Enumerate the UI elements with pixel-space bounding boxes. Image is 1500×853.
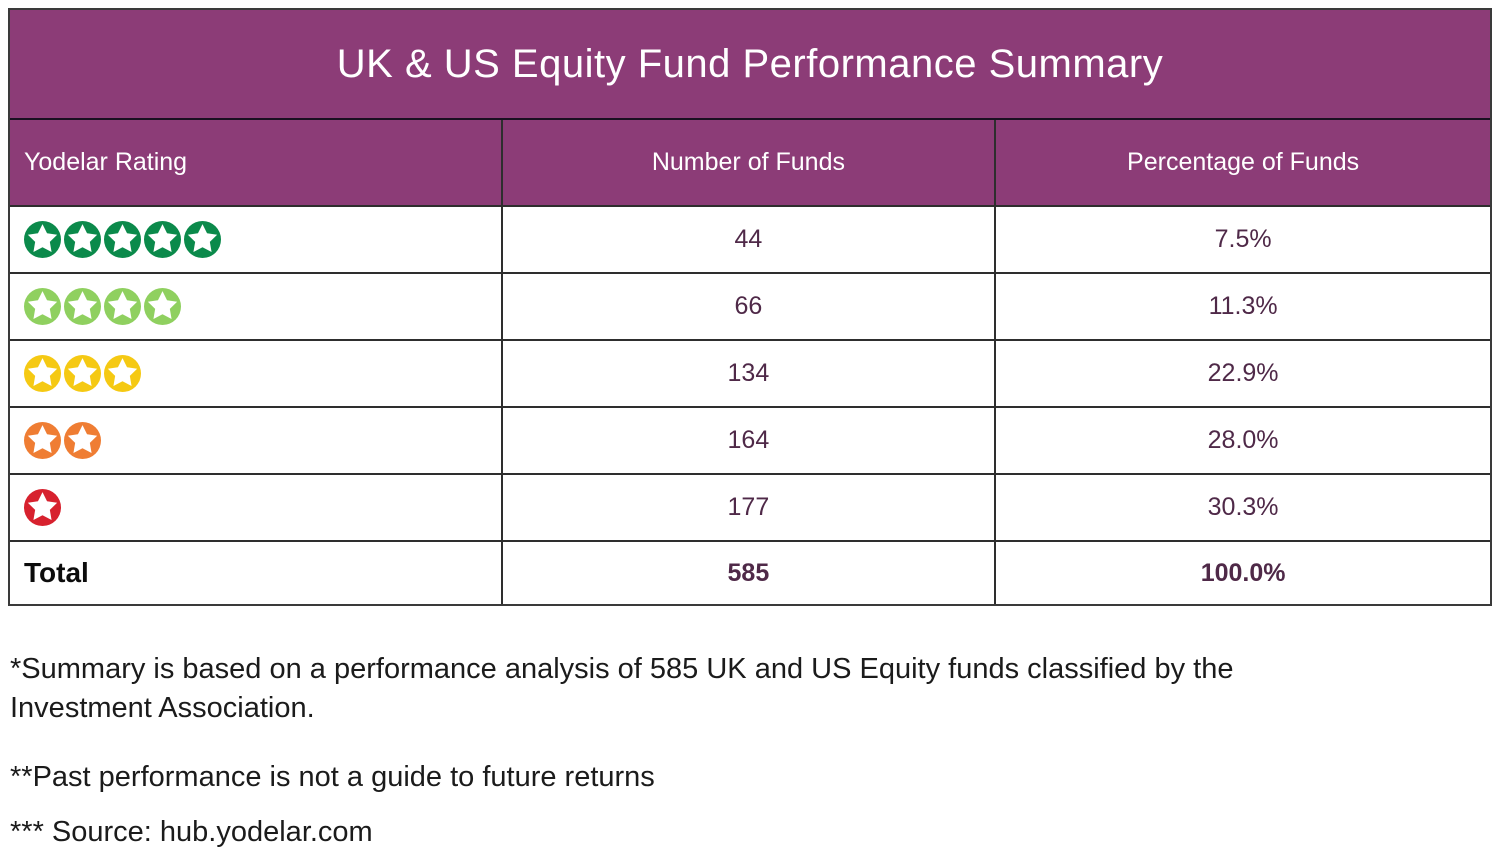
- star-icon: [64, 221, 101, 258]
- funds-count-4-star: 66: [500, 274, 995, 339]
- funds-count-1-star: 177: [500, 475, 995, 540]
- star-icon: [24, 288, 61, 325]
- page: UK & US Equity Fund Performance Summary …: [8, 8, 1492, 848]
- star-icon: [144, 221, 181, 258]
- footnotes: *Summary is based on a performance analy…: [10, 650, 1358, 853]
- star-icon: [144, 288, 181, 325]
- star-icon: [104, 288, 141, 325]
- table-row-3-star: 134 22.9%: [10, 339, 1490, 406]
- star-rating-4: [10, 274, 501, 339]
- star-rating-5: [10, 207, 501, 272]
- star-icon: [24, 422, 61, 459]
- table-row-2-star: 164 28.0%: [10, 406, 1490, 473]
- column-header-yodelar-rating: Yodelar Rating: [24, 148, 188, 176]
- column-header-number-of-funds: Number of Funds: [500, 120, 995, 205]
- star-icon: [104, 221, 141, 258]
- footnote-past-performance: **Past performance is not a guide to fut…: [10, 761, 655, 794]
- star-icon: [24, 489, 61, 526]
- star-icon: [24, 355, 61, 392]
- star-icon: [64, 355, 101, 392]
- performance-summary-table: UK & US Equity Fund Performance Summary …: [8, 8, 1492, 606]
- star-icon: [24, 221, 61, 258]
- table-row-5-star: 44 7.5%: [10, 205, 1490, 272]
- star-rating-2: [10, 408, 501, 473]
- funds-count-2-star: 164: [500, 408, 995, 473]
- table-header-row: Yodelar Rating Number of Funds Percentag…: [10, 118, 1490, 205]
- funds-percentage-4-star: 11.3%: [994, 274, 1490, 339]
- funds-percentage-5-star: 7.5%: [994, 207, 1490, 272]
- funds-count-5-star: 44: [500, 207, 995, 272]
- table-title-bar: UK & US Equity Fund Performance Summary: [10, 10, 1490, 118]
- star-icon: [104, 355, 141, 392]
- footnote-analysis-basis: *Summary is based on a performance analy…: [10, 653, 1234, 725]
- table-row-4-star: 66 11.3%: [10, 272, 1490, 339]
- funds-percentage-2-star: 28.0%: [994, 408, 1490, 473]
- total-label: Total: [24, 557, 89, 588]
- star-rating-3: [10, 341, 501, 406]
- total-funds-percentage: 100.0%: [994, 542, 1490, 604]
- funds-percentage-3-star: 22.9%: [994, 341, 1490, 406]
- funds-percentage-1-star: 30.3%: [994, 475, 1490, 540]
- footnote-source: *** Source: hub.yodelar.com: [10, 816, 373, 849]
- funds-count-3-star: 134: [500, 341, 995, 406]
- star-icon: [64, 288, 101, 325]
- column-header-percentage-of-funds: Percentage of Funds: [994, 120, 1490, 205]
- star-rating-1: [10, 475, 501, 540]
- table-row-1-star: 177 30.3%: [10, 473, 1490, 540]
- table-title: UK & US Equity Fund Performance Summary: [336, 41, 1164, 86]
- star-icon: [64, 422, 101, 459]
- star-icon: [184, 221, 221, 258]
- total-funds-count: 585: [500, 542, 995, 604]
- table-row-total: Total 585 100.0%: [10, 540, 1490, 604]
